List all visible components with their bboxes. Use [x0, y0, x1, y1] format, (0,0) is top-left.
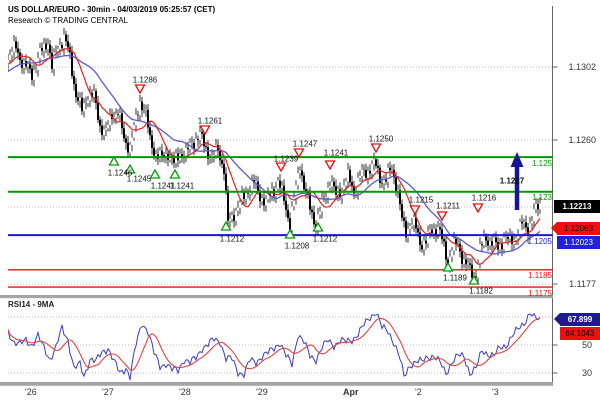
support-triangle-icon [108, 155, 120, 166]
resistance-triangle-icon [436, 211, 448, 222]
support-triangle-icon [169, 168, 181, 179]
resistance-price-label: 1.1250 [368, 134, 394, 144]
resistance-price-label: 1.1261 [197, 116, 223, 126]
axis-frame [0, 6, 558, 386]
badge-arrow-icon [554, 313, 560, 325]
price-axis-label: 1.1260 [568, 135, 596, 145]
chart-attribution: Research © TRADING CENTRAL [8, 16, 128, 25]
ma-fast-value-badge: 1.12063 [551, 222, 600, 235]
time-axis-label: '27 [102, 387, 114, 397]
support-price-label: 1.1241 [169, 181, 195, 191]
resistance-price-label: 1.1211 [436, 201, 460, 211]
support-triangle-icon [442, 261, 454, 272]
resistance-triangle-icon [293, 148, 305, 159]
chart-title: US DOLLAR/EURO - 30min - 04/03/2019 05:2… [8, 5, 216, 14]
resistance-price-label: 1.1216 [471, 193, 497, 203]
up-arrow-icon [510, 152, 524, 167]
level-price-label: 1.1205 [527, 236, 552, 246]
support-price-label: 1.1212 [312, 234, 338, 244]
resistance-price-label: 1.1241 [323, 148, 349, 158]
rsi-axis-label: 30 [581, 368, 592, 378]
resistance-triangle-icon [370, 143, 382, 154]
rsi-value-badge: 67.899 [554, 313, 600, 326]
support-price-label: 1.1246 [107, 168, 133, 178]
chart-header: US DOLLAR/EURO - 30min - 04/03/2019 05:2… [8, 4, 215, 26]
level-price-label: 1.123 [531, 193, 552, 203]
support-triangle-icon [149, 168, 161, 179]
time-axis-label: '28 [179, 387, 191, 397]
support-triangle-icon [312, 221, 324, 232]
resistance-triangle-icon [134, 84, 146, 95]
time-axis-label: '26 [25, 387, 37, 397]
time-axis-label: '2 [415, 387, 422, 397]
support-price-label: 1.1212 [219, 234, 245, 244]
resistance-price-label: 1.1215 [408, 195, 434, 205]
resistance-triangle-icon [199, 125, 211, 136]
level-price-label: 1.125 [531, 158, 552, 168]
target-price-label: 1.1227 [499, 176, 525, 186]
level-price-label: 1.1185 [528, 271, 552, 281]
price-axis-label: 1.1177 [569, 279, 596, 289]
badge-arrow-icon [551, 222, 557, 234]
rsi-axis-label: 50 [581, 340, 592, 350]
support-price-label: 1.1245 [126, 174, 152, 184]
resistance-triangle-icon [324, 160, 336, 171]
resistance-triangle-icon [472, 203, 484, 214]
support-price-label: 1.1189 [443, 273, 467, 283]
rsi-ma-value-badge: 64.1043 [560, 327, 600, 340]
resistance-price-label: 1.1286 [132, 75, 158, 85]
ma-slow-value-badge: 1.12023 [557, 236, 600, 249]
price-axis-label: 1.1302 [568, 62, 596, 72]
resistance-price-label: 1.1239 [273, 154, 299, 164]
level-price-label: 1.1175 [528, 288, 552, 298]
resistance-triangle-icon [275, 162, 287, 173]
last-price-badge: 1.12213 [554, 200, 600, 213]
rsi-panel-title: RSI14 - 9MA [8, 300, 55, 309]
support-triangle-icon [124, 163, 136, 174]
resistance-triangle-icon [409, 205, 421, 216]
rsi-series [8, 312, 541, 381]
resistance-price-label: 1.1247 [292, 139, 318, 149]
annotation-markers [108, 84, 524, 285]
gridlines [8, 66, 553, 374]
support-resistance-lines [8, 156, 553, 288]
support-triangle-icon [468, 274, 480, 285]
time-axis-label: Apr [343, 387, 359, 397]
support-price-label: 1.1208 [284, 241, 310, 251]
support-price-label: 1.1241 [150, 181, 176, 191]
time-axis-label: '3 [492, 387, 499, 397]
support-triangle-icon [284, 228, 296, 239]
support-triangle-icon [220, 220, 232, 231]
time-axis-label: '29 [256, 387, 268, 397]
support-price-label: 1.1182 [469, 286, 493, 296]
candlestick-series [8, 27, 541, 285]
